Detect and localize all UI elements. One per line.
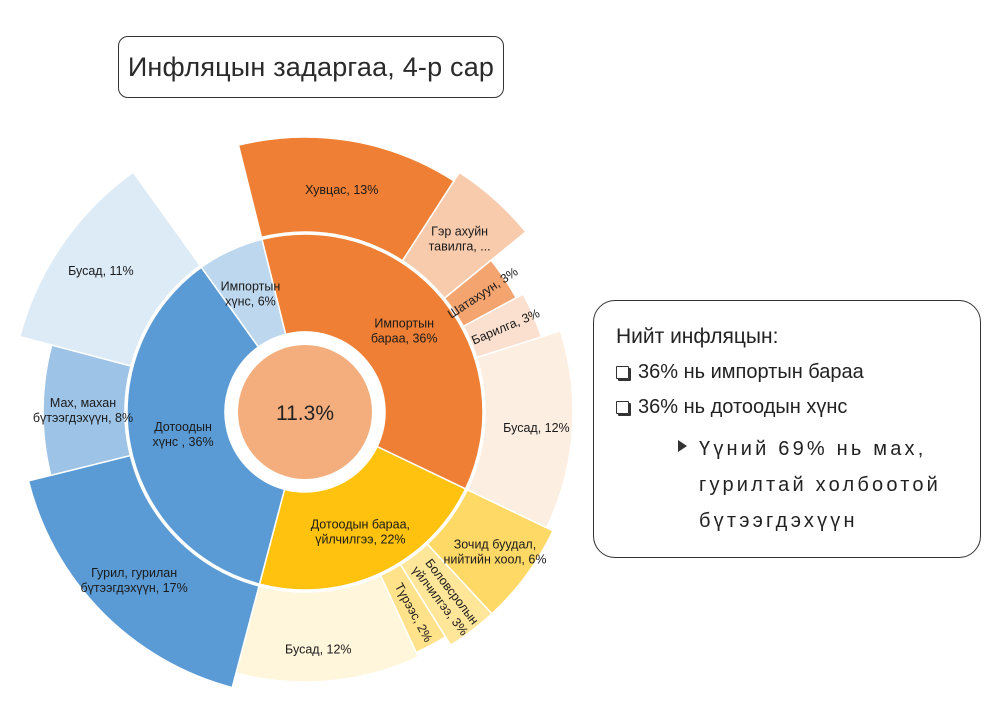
note-item: 36% нь импортын бараа [616,361,960,384]
note-heading: Нийт инфляцын: [616,325,960,349]
note-item: 36% нь дотоодын хүнс [616,396,960,419]
inner-segment-label: Дотоодын хүнс , 36% [152,420,213,449]
outer-segment-label: Хувцас, 13% [305,183,378,197]
note-item-text: 36% нь импортын бараа [638,361,864,384]
outer-segment-label: Гэр ахуйн тавилга, ... [429,225,491,254]
outer-segment-label: Гурил, гурилан бүтээгдэхүүн, 17% [81,566,188,595]
outer-segment-label: Бусад, 11% [68,264,134,278]
arrow-bullet-icon [678,440,687,452]
note-sub-item-text: Үүний 69% нь мах, гурилтай холбоотой бүт… [699,431,960,539]
center-value-label: 11.3% [276,402,334,425]
checkbox-bullet-icon [616,401,629,414]
inner-segment-label: Импортын бараа, 36% [371,317,438,346]
checkbox-bullet-icon [616,366,629,379]
summary-note: Нийт инфляцын: 36% нь импортын бараа 36%… [593,300,981,558]
note-item-text: 36% нь дотоодын хүнс [638,396,847,419]
note-sub-item: Үүний 69% нь мах, гурилтай холбоотой бүт… [678,431,960,539]
inner-segment-label: Дотоодын бараа, үйлчилгээ, 22% [311,517,410,546]
outer-segment-label: Бусад, 12% [285,643,352,657]
outer-segment-label: Бусад, 12% [503,421,570,435]
outer-segment-label: Зочид буудал, нийтийн хоол, 6% [443,538,546,567]
inner-segment-label: Импортын хүнс, 6% [221,279,281,308]
